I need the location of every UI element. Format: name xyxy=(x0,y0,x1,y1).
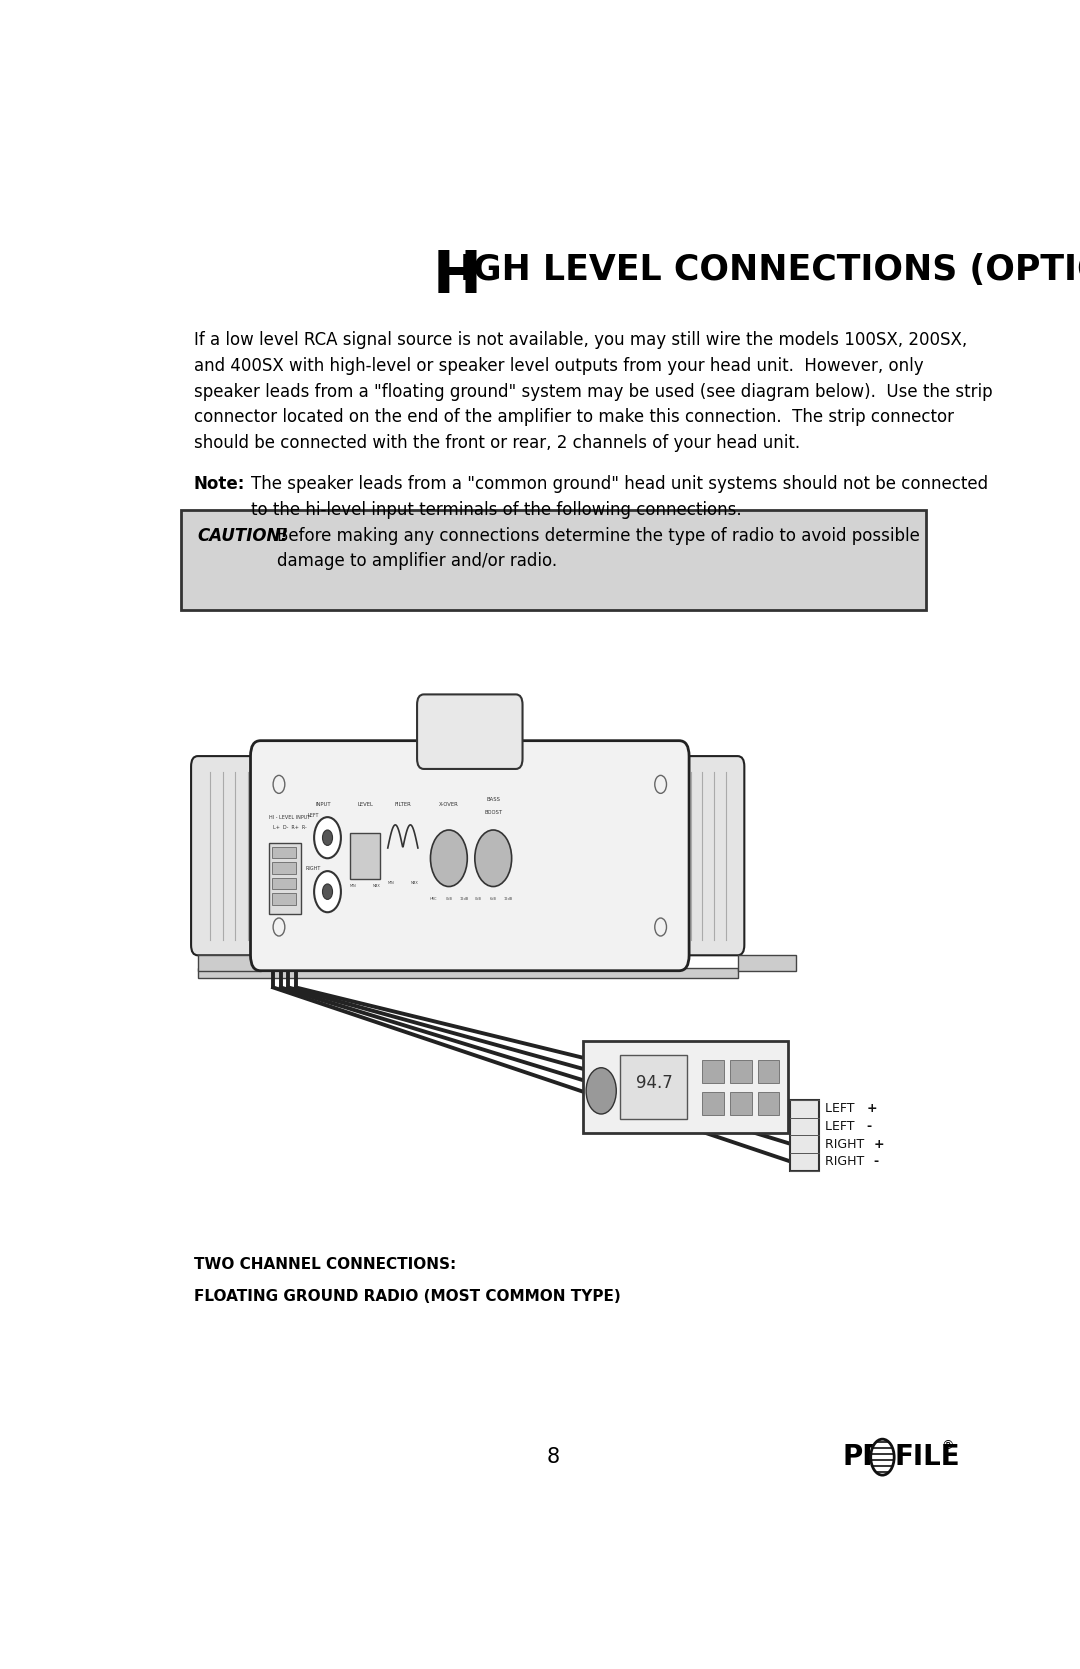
Circle shape xyxy=(323,885,333,900)
Text: 0dB: 0dB xyxy=(445,896,453,901)
Text: Note:: Note: xyxy=(193,476,245,494)
Text: LEFT: LEFT xyxy=(825,1102,859,1115)
Circle shape xyxy=(431,829,468,886)
FancyBboxPatch shape xyxy=(191,756,267,955)
Text: LEVEL: LEVEL xyxy=(357,801,373,806)
Text: RIGHT: RIGHT xyxy=(306,866,321,871)
Text: +: + xyxy=(866,1102,877,1115)
Bar xyxy=(272,863,296,873)
Text: L+  D-  R+  R-: L+ D- R+ R- xyxy=(273,824,307,829)
Text: RIGHT: RIGHT xyxy=(825,1138,868,1150)
Text: X-OVER: X-OVER xyxy=(438,801,459,806)
Text: 12dB: 12dB xyxy=(503,896,513,901)
FancyBboxPatch shape xyxy=(673,756,744,955)
Bar xyxy=(620,1055,687,1120)
Circle shape xyxy=(314,818,341,858)
Bar xyxy=(198,968,738,978)
Text: 12dB: 12dB xyxy=(459,896,469,901)
Text: TWO CHANNEL CONNECTIONS:: TWO CHANNEL CONNECTIONS: xyxy=(193,1257,456,1272)
Bar xyxy=(702,1060,725,1083)
Circle shape xyxy=(314,871,341,913)
Text: If a low level RCA signal source is not available, you may still wire the models: If a low level RCA signal source is not … xyxy=(193,332,993,452)
Bar xyxy=(269,843,300,913)
Bar xyxy=(583,1041,788,1133)
Text: PR: PR xyxy=(842,1444,883,1470)
FancyBboxPatch shape xyxy=(251,741,689,971)
Text: ®: ® xyxy=(941,1439,954,1452)
Text: IGH LEVEL CONNECTIONS (OPTIONAL): IGH LEVEL CONNECTIONS (OPTIONAL) xyxy=(460,254,1080,287)
Text: 0dB: 0dB xyxy=(475,896,482,901)
Bar xyxy=(198,955,260,971)
Text: MAX: MAX xyxy=(373,885,380,888)
Text: -: - xyxy=(874,1155,878,1168)
Text: The speaker leads from a "common ground" head unit systems should not be connect: The speaker leads from a "common ground"… xyxy=(251,476,987,519)
Bar xyxy=(758,1060,780,1083)
Text: H: H xyxy=(432,247,481,305)
Text: HRC: HRC xyxy=(430,896,437,901)
Bar xyxy=(702,1092,725,1115)
Text: INPUT: INPUT xyxy=(315,801,332,806)
Bar xyxy=(758,1092,780,1115)
Text: HI - LEVEL INPUT: HI - LEVEL INPUT xyxy=(269,814,310,819)
Bar xyxy=(272,846,296,858)
Bar xyxy=(789,1100,819,1170)
Circle shape xyxy=(475,829,512,886)
Bar xyxy=(350,833,380,880)
FancyBboxPatch shape xyxy=(417,694,523,769)
FancyBboxPatch shape xyxy=(181,511,926,611)
Text: CAUTION!: CAUTION! xyxy=(198,527,288,544)
Text: LEFT: LEFT xyxy=(825,1120,859,1133)
Bar xyxy=(730,1092,752,1115)
Text: MIN: MIN xyxy=(350,885,356,888)
Bar xyxy=(272,878,296,890)
Circle shape xyxy=(323,829,333,846)
Text: FLOATING GROUND RADIO (MOST COMMON TYPE): FLOATING GROUND RADIO (MOST COMMON TYPE) xyxy=(193,1288,620,1303)
Text: FILE: FILE xyxy=(895,1444,960,1470)
Bar xyxy=(738,955,796,971)
Text: MIN: MIN xyxy=(388,881,394,885)
Circle shape xyxy=(870,1439,894,1475)
Text: BOOST: BOOST xyxy=(484,809,502,814)
Bar xyxy=(272,893,296,905)
Text: Before making any connections determine the type of radio to avoid possible
dama: Before making any connections determine … xyxy=(278,527,920,571)
Text: FILTER: FILTER xyxy=(394,801,411,806)
Text: LEFT: LEFT xyxy=(308,813,319,818)
Text: 6dB: 6dB xyxy=(490,896,497,901)
Text: RIGHT: RIGHT xyxy=(825,1155,868,1168)
Text: MAX: MAX xyxy=(410,881,418,885)
Text: +: + xyxy=(874,1138,883,1150)
Bar xyxy=(730,1060,752,1083)
Text: -: - xyxy=(866,1120,872,1133)
Text: 8: 8 xyxy=(546,1447,561,1467)
Circle shape xyxy=(586,1068,617,1113)
Text: 94.7: 94.7 xyxy=(635,1075,673,1092)
Text: BASS: BASS xyxy=(486,796,500,801)
